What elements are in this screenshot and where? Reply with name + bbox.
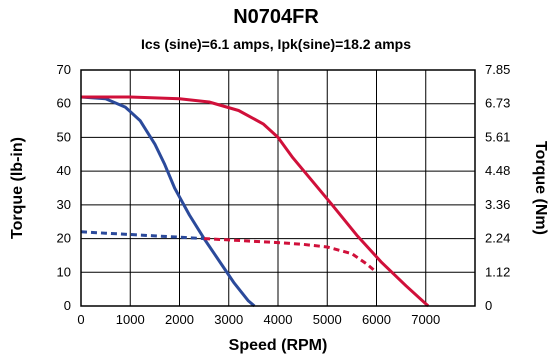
y-tick-label-right: 6.73 — [485, 96, 510, 111]
x-tick-label: 5000 — [313, 312, 342, 327]
y-tick-label-right: 0 — [485, 298, 492, 313]
x-axis-label: Speed (RPM) — [229, 337, 328, 354]
y-tick-label-left: 40 — [57, 163, 71, 178]
grid — [81, 70, 475, 306]
plot-frame — [80, 69, 476, 307]
x-tick-label: 0 — [77, 312, 84, 327]
series-line-2 — [80, 230, 205, 241]
y-tick-label-left: 70 — [57, 62, 71, 77]
series-line-3 — [81, 95, 430, 308]
series-line-1 — [80, 95, 256, 308]
x-tick-label: 3000 — [214, 312, 243, 327]
x-tick-label: 2000 — [165, 312, 194, 327]
chart-subtitle: Ics (sine)=6.1 amps, Ipk(sine)=18.2 amps — [140, 36, 412, 52]
series-line-4 — [204, 237, 378, 274]
y-tick-label-right: 7.85 — [485, 62, 510, 77]
y-axis-label-left: Torque (lb-in) — [9, 137, 26, 239]
y-tick-label-left: 10 — [57, 264, 71, 279]
y-axis-label-right: Torque (Nm) — [532, 141, 549, 235]
y-tick-label-left: 50 — [57, 129, 71, 144]
y-tick-label-right: 3.36 — [485, 197, 510, 212]
y-tick-label-left: 20 — [57, 231, 71, 246]
y-tick-label-right: 1.12 — [485, 264, 510, 279]
x-tick-label: 4000 — [264, 312, 293, 327]
y-tick-label-left: 0 — [64, 298, 71, 313]
y-tick-label-left: 30 — [57, 197, 71, 212]
y-tick-label-left: 60 — [57, 96, 71, 111]
x-tick-label: 6000 — [362, 312, 391, 327]
chart-title: N0704FR — [233, 6, 319, 28]
y-tick-label-right: 5.61 — [485, 129, 510, 144]
tick-labels: 0 1000 2000 3000 4000 5000 6000 7000 0 10 20 30 40 50… — [57, 62, 511, 327]
series-lines — [80, 95, 430, 308]
y-tick-label-right: 4.48 — [485, 163, 510, 178]
y-tick-label-right: 2.24 — [485, 231, 510, 246]
x-tick-label: 7000 — [411, 312, 440, 327]
x-tick-label: 1000 — [116, 312, 145, 327]
